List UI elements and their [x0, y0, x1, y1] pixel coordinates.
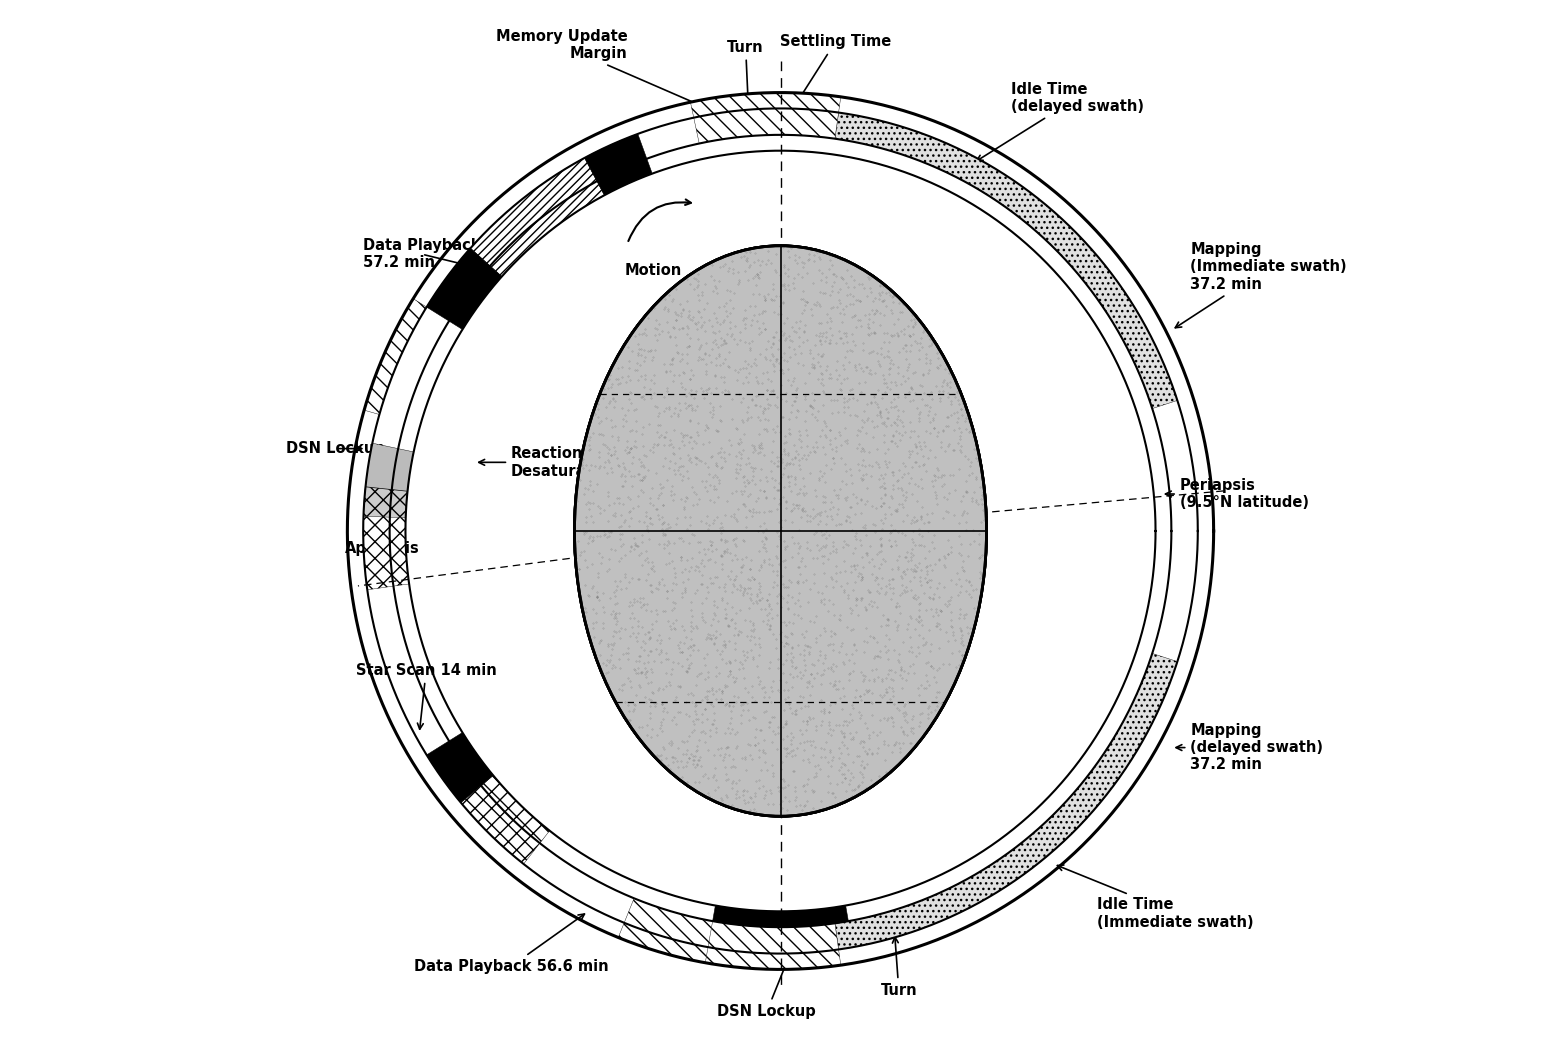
Text: DSN Lockup: DSN Lockup — [286, 441, 386, 456]
Text: DSN Lockup: DSN Lockup — [718, 956, 816, 1020]
Text: Star Scan 14 min: Star Scan 14 min — [356, 663, 496, 730]
Polygon shape — [835, 113, 1177, 409]
Polygon shape — [364, 486, 407, 546]
Text: Memory Update
Margin: Memory Update Margin — [495, 29, 720, 115]
Polygon shape — [690, 92, 841, 143]
Polygon shape — [426, 249, 501, 329]
Text: Periapsis
(9.5°N latitude): Periapsis (9.5°N latitude) — [1166, 478, 1308, 510]
Text: Data Playback
57.2 min: Data Playback 57.2 min — [364, 238, 481, 271]
Polygon shape — [584, 134, 652, 195]
Polygon shape — [365, 443, 414, 498]
Text: 0°: 0° — [707, 520, 726, 535]
Text: Reaction-Wheel
Desaturation: Reaction-Wheel Desaturation — [479, 446, 640, 479]
Text: Settling Time: Settling Time — [780, 34, 891, 107]
Polygon shape — [426, 733, 493, 803]
Text: Turn: Turn — [880, 937, 918, 998]
Polygon shape — [690, 919, 841, 970]
Polygon shape — [618, 898, 713, 963]
Text: Idle Time
(delayed swath): Idle Time (delayed swath) — [977, 82, 1144, 160]
Text: Apoapsis: Apoapsis — [345, 542, 420, 562]
Polygon shape — [470, 158, 604, 276]
Polygon shape — [364, 298, 426, 414]
Polygon shape — [835, 653, 1177, 949]
Text: Idle Time
(Immediate swath): Idle Time (Immediate swath) — [1057, 866, 1253, 929]
Text: Turn: Turn — [727, 39, 763, 113]
Polygon shape — [713, 906, 848, 927]
Ellipse shape — [574, 245, 987, 817]
Polygon shape — [460, 775, 549, 864]
Text: Mapping
(delayed swath)
37.2 min: Mapping (delayed swath) 37.2 min — [1175, 722, 1324, 772]
Polygon shape — [364, 516, 409, 589]
Text: Data Playback 56.6 min: Data Playback 56.6 min — [414, 914, 609, 974]
Text: Mapping
(Immediate swath)
37.2 min: Mapping (Immediate swath) 37.2 min — [1175, 242, 1347, 328]
Ellipse shape — [348, 92, 1213, 970]
Ellipse shape — [574, 245, 987, 817]
Text: Motion: Motion — [624, 263, 682, 278]
